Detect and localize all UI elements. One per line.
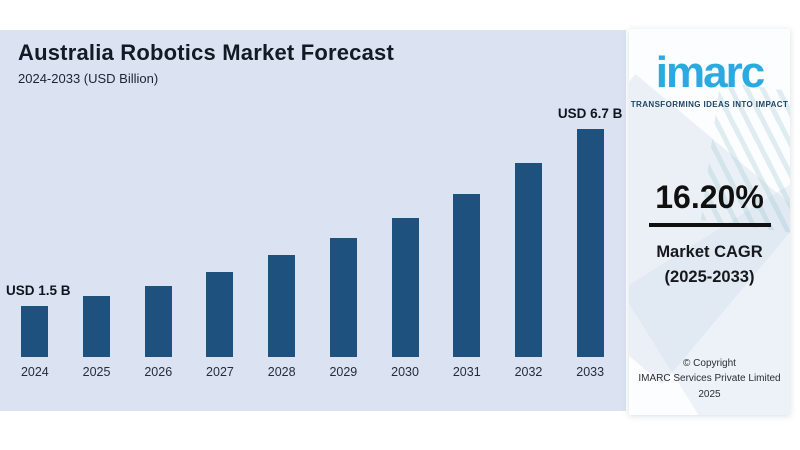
cagr-block: 16.20% Market CAGR (2025-2033) — [629, 179, 790, 290]
x-axis-tick-label: 2032 — [514, 365, 543, 379]
imarc-logo-text: imarc — [655, 48, 765, 97]
bar-value-label: USD 1.5 B — [6, 283, 71, 298]
x-axis-tick-label: 2025 — [82, 365, 111, 379]
chart-header: Australia Robotics Market Forecast 2024-… — [18, 40, 394, 86]
x-axis-tick-label: 2033 — [576, 365, 605, 379]
bar-column: USD 1.5 B 2024 — [4, 72, 71, 379]
cagr-value: 16.20% — [655, 179, 764, 215]
imarc-logo: imarc TRANSFORMING IDEAS INTO IMPACT — [629, 48, 790, 110]
x-axis-tick-label: 2024 — [20, 365, 49, 379]
bar-2031 — [453, 194, 481, 357]
bar-2029 — [329, 238, 357, 357]
x-axis-tick-label: 2028 — [267, 365, 296, 379]
chart-subtitle: 2024-2033 (USD Billion) — [18, 71, 159, 86]
bar-column: 2031 — [436, 72, 498, 379]
x-axis-tick-label: 2026 — [144, 365, 173, 379]
bar-2028 — [268, 255, 296, 357]
bar-column: 2028 — [251, 72, 313, 379]
bar-column: 2026 — [127, 72, 189, 379]
bar-2025 — [83, 296, 111, 357]
x-axis-tick-label: 2029 — [329, 365, 358, 379]
bar-2033 — [576, 129, 604, 357]
bar-2027 — [206, 272, 234, 357]
x-axis-tick-label: 2030 — [391, 365, 419, 379]
bar-2030 — [391, 218, 419, 357]
bar-2024 — [21, 306, 49, 357]
cagr-underline — [648, 223, 771, 227]
bar-2032 — [514, 163, 542, 357]
x-axis-tick-label: 2031 — [452, 365, 481, 379]
bar-column: 2029 — [313, 72, 375, 379]
chart-panel: Australia Robotics Market Forecast 2024-… — [0, 30, 626, 411]
chart-title: Australia Robotics Market Forecast — [18, 40, 395, 65]
copyright-line2: IMARC Services Private Limited 2025 — [638, 373, 781, 400]
bar-chart: USD 1.5 B 2024 2025 2026 2027 2028 2029 2030 203… — [4, 72, 623, 379]
bar-2026 — [144, 286, 172, 357]
sidebar-card: imarc TRANSFORMING IDEAS INTO IMPACT 16.… — [629, 29, 790, 415]
bar-column: USD 6.7 B 2033 — [557, 72, 623, 379]
cagr-label-line2: (2025-2033) — [664, 267, 755, 286]
bar-column: 2027 — [189, 72, 251, 379]
bar-column: 2032 — [498, 72, 560, 379]
x-axis-tick-label: 2027 — [206, 365, 234, 379]
imarc-tagline: TRANSFORMING IDEAS INTO IMPACT — [630, 100, 789, 109]
bar-column: 2030 — [374, 72, 436, 379]
cagr-label-line1: Market CAGR — [656, 243, 763, 261]
copyright-line1: © Copyright — [683, 357, 736, 369]
bar-column: 2025 — [66, 72, 128, 379]
copyright: © Copyright IMARC Services Private Limit… — [629, 356, 790, 403]
bar-value-label: USD 6.7 B — [557, 106, 623, 121]
